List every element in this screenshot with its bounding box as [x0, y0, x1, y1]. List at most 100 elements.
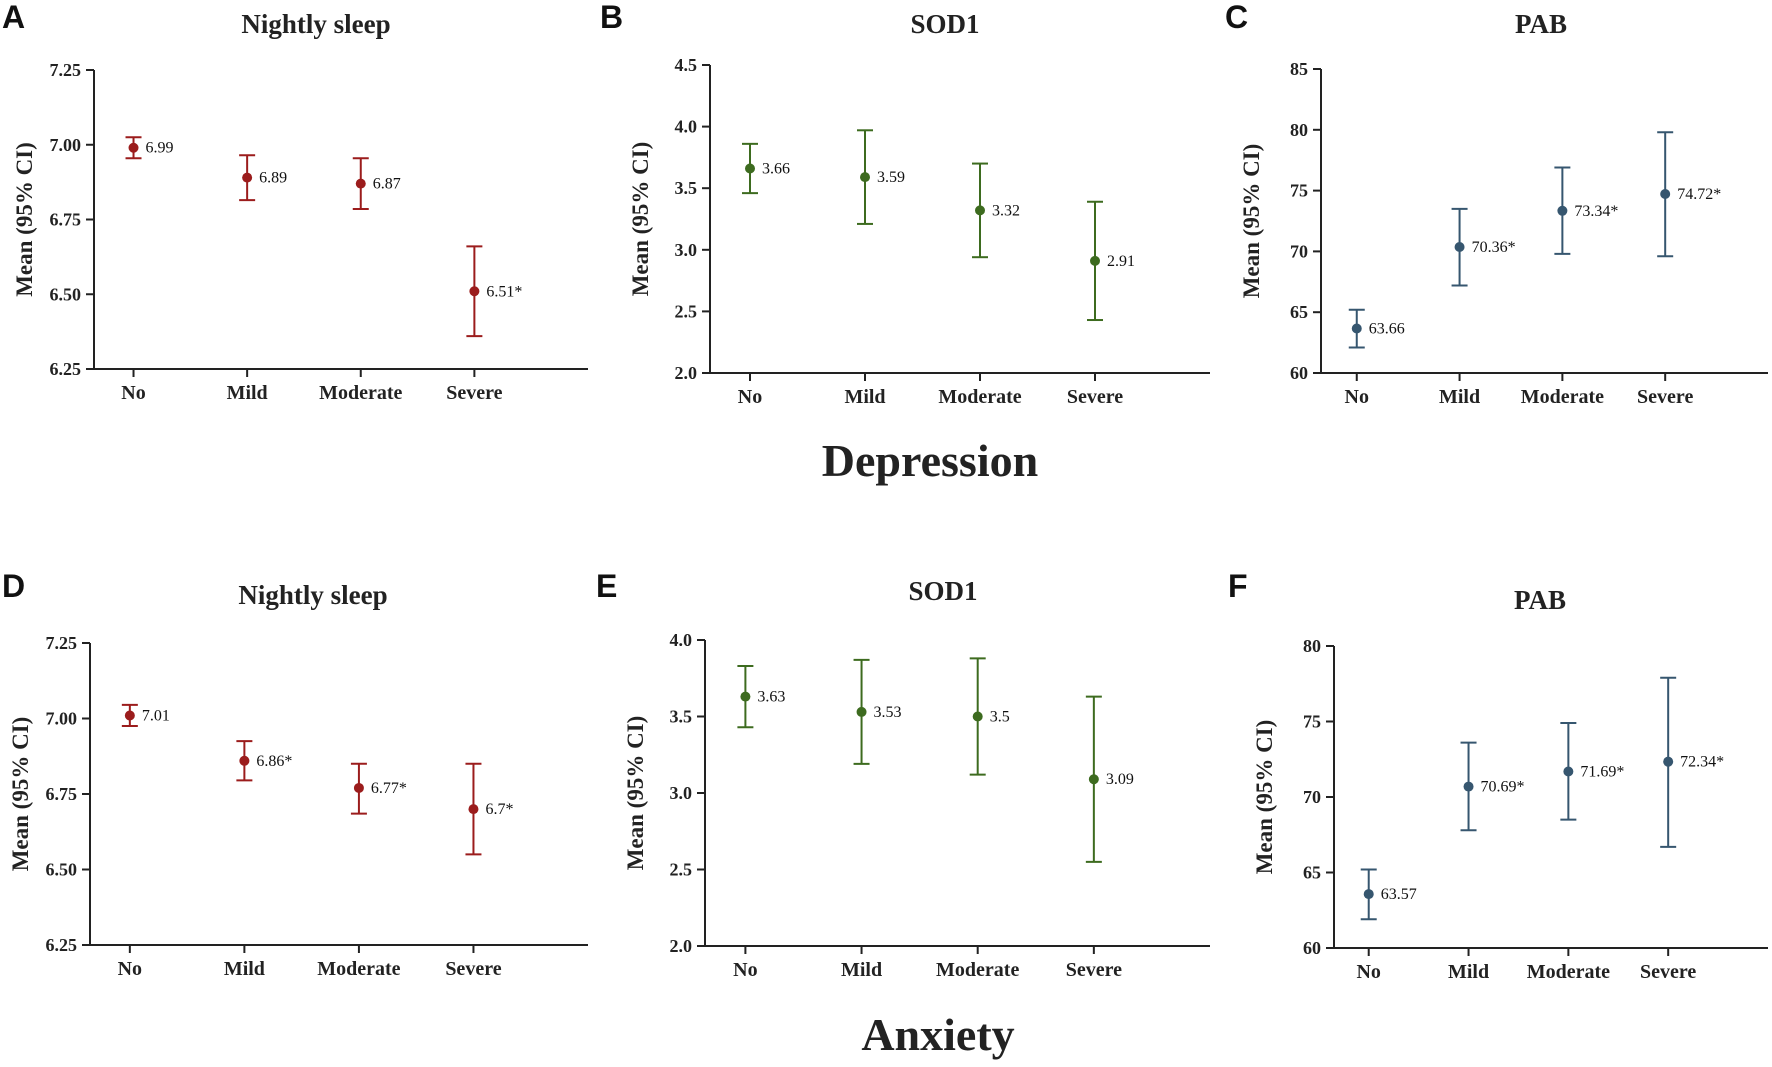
panel-letter: E [596, 568, 617, 604]
x-tick-label: No [121, 382, 145, 404]
data-label: 6.99 [146, 140, 174, 157]
x-tick-label: No [1345, 386, 1369, 408]
data-point [972, 711, 983, 722]
data-label: 6.7* [485, 801, 513, 818]
data-point [1090, 255, 1100, 266]
data-label: 3.09 [1106, 771, 1134, 788]
y-tick-label: 7.00 [46, 709, 78, 729]
data-label: 3.5 [990, 709, 1010, 726]
data-label: 3.53 [874, 704, 902, 721]
y-tick-label: 60 [1303, 938, 1321, 958]
x-tick-label: Severe [446, 382, 502, 404]
data-label: 63.66 [1369, 320, 1405, 337]
chart-title: Nightly sleep [238, 580, 387, 610]
chart-title: PAB [1514, 585, 1566, 615]
x-tick-label: Moderate [319, 382, 402, 404]
panel-letter: C [1225, 0, 1248, 35]
data-point [1088, 774, 1099, 785]
data-label: 6.87 [373, 176, 401, 193]
y-tick-label: 70 [1290, 241, 1308, 261]
x-tick-label: Mild [227, 382, 268, 404]
y-tick-label: 75 [1303, 712, 1321, 732]
data-label: 3.32 [992, 202, 1020, 219]
x-tick-label: No [733, 959, 757, 981]
y-tick-label: 7.25 [50, 60, 82, 80]
chart-panel-d: D Nightly sleep Mean (95% CI) 6.25 6.50 6.75 7… [2, 568, 588, 980]
y-tick-label: 80 [1290, 120, 1308, 140]
y-tick-label: 65 [1303, 863, 1321, 883]
y-axis-label: Mean (95% CI) [8, 717, 33, 872]
data-label: 6.89 [259, 170, 287, 187]
panel-letter: A [2, 0, 25, 35]
y-axis-label: Mean (95% CI) [1239, 144, 1264, 299]
x-tick-label: Severe [1640, 961, 1696, 983]
data-point [468, 804, 479, 815]
x-tick-label: No [738, 386, 762, 408]
data-point [975, 205, 985, 216]
data-point [1563, 766, 1574, 777]
data-label: 72.34* [1680, 754, 1724, 771]
data-label: 7.01 [142, 707, 170, 724]
y-tick-label: 6.25 [46, 935, 78, 955]
data-label: 6.86* [256, 753, 292, 770]
data-label: 6.77* [371, 780, 407, 797]
data-label: 70.36* [1472, 239, 1516, 256]
y-tick-label: 7.00 [50, 135, 82, 155]
y-tick-label: 4.0 [675, 117, 698, 137]
data-point [745, 163, 755, 174]
y-axis-label: Mean (95% CI) [12, 142, 37, 297]
x-tick-label: Moderate [317, 958, 400, 980]
y-axis-label: Mean (95% CI) [1252, 720, 1277, 875]
x-tick-label: No [1356, 961, 1380, 983]
y-tick-label: 6.50 [46, 860, 78, 880]
y-tick-label: 65 [1290, 302, 1308, 322]
y-tick-label: 4.5 [675, 55, 698, 75]
y-tick-label: 6.75 [50, 210, 82, 230]
x-tick-label: Mild [841, 959, 882, 981]
x-tick-label: Moderate [938, 386, 1021, 408]
data-label: 6.51* [486, 283, 522, 300]
y-tick-label: 75 [1290, 181, 1308, 201]
y-tick-label: 2.5 [670, 860, 693, 880]
y-tick-label: 3.5 [675, 178, 698, 198]
y-tick-label: 6.50 [50, 284, 82, 304]
data-point [469, 286, 480, 297]
chart-panel-a: A Nightly sleep Mean (95% CI) 6.25 6.50 6.75 7… [2, 0, 588, 404]
panel-letter: D [2, 568, 25, 604]
chart-title: PAB [1515, 9, 1567, 39]
y-tick-label: 6.25 [50, 359, 82, 379]
x-tick-label: Severe [1066, 959, 1122, 981]
y-tick-label: 60 [1290, 363, 1308, 383]
data-point [128, 142, 139, 153]
data-point [856, 706, 867, 717]
x-tick-label: Mild [1439, 386, 1480, 408]
data-point [1351, 323, 1362, 334]
x-tick-label: Mild [1448, 961, 1489, 983]
data-label: 3.63 [757, 689, 785, 706]
x-tick-label: Mild [844, 386, 885, 408]
panel-letter: B [600, 0, 623, 35]
chart-panel-f: F PAB Mean (95% CI) 60 65 70 75 80 No 63.57 Mild 70… [1228, 568, 1768, 983]
data-label: 63.57 [1381, 886, 1417, 903]
chart-panel-c: C PAB Mean (95% CI) 60 65 70 75 80 85 No 63.66 Mild… [1225, 0, 1768, 408]
x-tick-label: Moderate [1527, 961, 1610, 983]
data-label: 74.72* [1677, 186, 1721, 203]
y-tick-label: 3.0 [670, 783, 693, 803]
chart-title: SOD1 [908, 576, 977, 606]
y-tick-label: 2.0 [675, 363, 698, 383]
data-point [1663, 756, 1674, 767]
x-tick-label: Severe [1637, 386, 1693, 408]
group-label-anxiety: Anxiety [861, 1009, 1014, 1060]
y-tick-label: 2.0 [670, 936, 693, 956]
data-point [355, 178, 366, 189]
chart-panel-b: B SOD1 Mean (95% CI) 2.0 2.5 3.0 3.5 4.0 4.5 No 3.… [600, 0, 1210, 408]
data-label: 70.69* [1481, 779, 1525, 796]
y-tick-label: 7.25 [46, 633, 78, 653]
data-label: 71.69* [1580, 763, 1624, 780]
data-point [1454, 242, 1465, 253]
y-tick-label: 6.75 [46, 784, 78, 804]
data-label: 3.59 [877, 169, 905, 186]
chart-panel-e: E SOD1 Mean (95% CI) 2.0 2.5 3.0 3.5 4.0 No 3.63 M… [596, 568, 1210, 981]
data-point [860, 172, 870, 183]
x-tick-label: Moderate [936, 959, 1019, 981]
